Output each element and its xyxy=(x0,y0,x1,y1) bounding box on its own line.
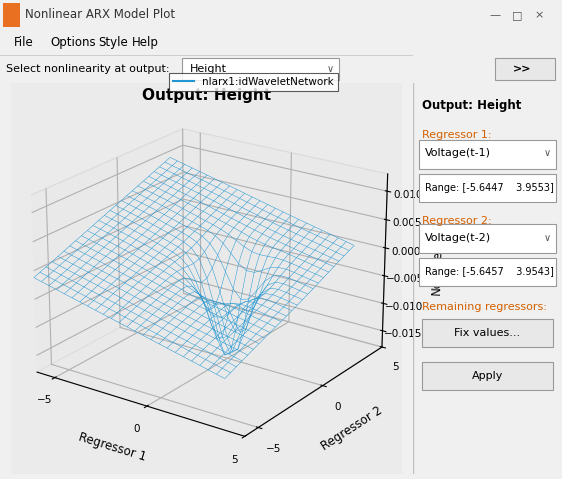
Text: Apply: Apply xyxy=(472,371,503,381)
Text: Voltage(t-2): Voltage(t-2) xyxy=(425,233,491,243)
X-axis label: Regressor 1: Regressor 1 xyxy=(77,431,148,464)
Text: Nonlinear ARX Model Plot: Nonlinear ARX Model Plot xyxy=(25,9,175,22)
FancyBboxPatch shape xyxy=(182,58,339,80)
Y-axis label: Regressor 2: Regressor 2 xyxy=(319,404,384,453)
Text: Remaining regressors:: Remaining regressors: xyxy=(422,302,547,312)
Text: Range: [-5.6447    3.9553]: Range: [-5.6447 3.9553] xyxy=(425,183,554,193)
Text: ×: × xyxy=(535,10,544,20)
Legend: nlarx1:idWaveletNetwork: nlarx1:idWaveletNetwork xyxy=(169,72,338,91)
Text: Regressor 2:: Regressor 2: xyxy=(422,216,492,226)
Text: Select nonlinearity at output:: Select nonlinearity at output: xyxy=(6,64,170,74)
Text: >>: >> xyxy=(513,64,531,74)
Title: Output: Height: Output: Height xyxy=(142,88,271,103)
Text: Options: Options xyxy=(51,36,96,49)
Text: —: — xyxy=(489,10,500,20)
FancyBboxPatch shape xyxy=(419,224,556,253)
Text: Fix values...: Fix values... xyxy=(455,328,520,338)
Text: File: File xyxy=(14,36,34,49)
FancyBboxPatch shape xyxy=(419,140,556,169)
Text: Style: Style xyxy=(98,36,128,49)
Bar xyxy=(3,3,20,27)
Text: Height: Height xyxy=(190,64,227,74)
Text: Voltage(t-1): Voltage(t-1) xyxy=(425,148,491,159)
Text: ∨: ∨ xyxy=(544,233,551,243)
Text: Output: Height: Output: Height xyxy=(422,99,522,112)
Text: □: □ xyxy=(512,10,522,20)
Text: ∨: ∨ xyxy=(544,148,551,159)
Text: Regressor 1:: Regressor 1: xyxy=(422,130,492,140)
Text: Help: Help xyxy=(132,36,159,49)
FancyBboxPatch shape xyxy=(495,58,555,80)
FancyBboxPatch shape xyxy=(422,362,553,390)
Text: Range: [-5.6457    3.9543]: Range: [-5.6457 3.9543] xyxy=(425,267,554,277)
FancyBboxPatch shape xyxy=(419,258,556,286)
FancyBboxPatch shape xyxy=(419,174,556,202)
Text: ∨: ∨ xyxy=(327,64,333,74)
FancyBboxPatch shape xyxy=(422,319,553,347)
